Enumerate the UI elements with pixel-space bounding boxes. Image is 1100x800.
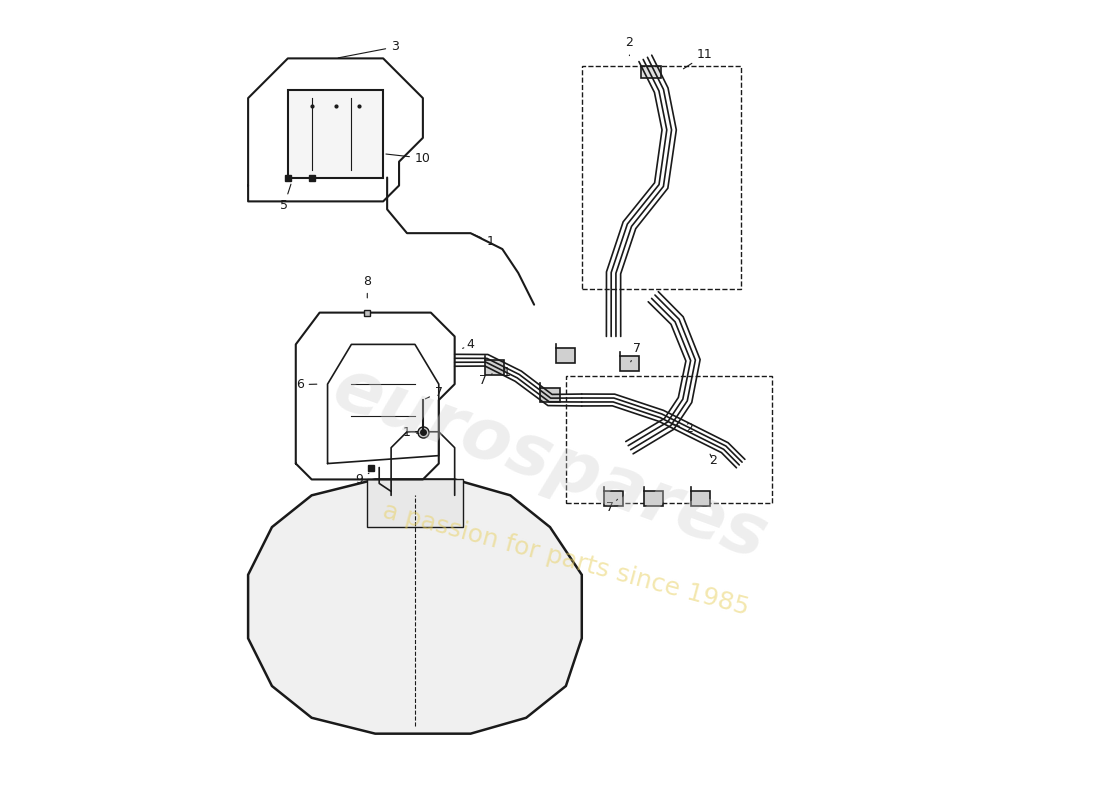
Text: 5: 5 — [279, 184, 290, 212]
Text: 4: 4 — [463, 338, 474, 351]
Bar — [582, 66, 740, 289]
Text: 7: 7 — [606, 499, 617, 514]
Bar — [604, 491, 623, 506]
Text: 10: 10 — [386, 152, 431, 165]
Bar — [692, 491, 711, 506]
Bar — [641, 66, 661, 78]
Text: 2: 2 — [626, 37, 634, 56]
Bar — [288, 90, 383, 178]
Text: 2: 2 — [672, 422, 693, 434]
Text: 1: 1 — [473, 234, 494, 248]
Text: a passion for parts since 1985: a passion for parts since 1985 — [381, 498, 751, 619]
Bar — [565, 376, 772, 503]
Text: 7: 7 — [478, 374, 492, 387]
Bar — [557, 348, 575, 362]
Text: 7: 7 — [630, 342, 641, 362]
Bar — [540, 388, 560, 402]
Text: 1: 1 — [403, 426, 419, 438]
Bar — [644, 491, 663, 506]
Bar — [620, 356, 639, 370]
Text: 11: 11 — [683, 48, 713, 69]
Text: 9: 9 — [355, 473, 368, 486]
Bar — [485, 360, 504, 374]
Text: eurospares: eurospares — [323, 353, 777, 574]
Bar — [367, 479, 463, 527]
Text: 1: 1 — [503, 366, 510, 379]
Text: 3: 3 — [338, 41, 399, 58]
Text: 8: 8 — [363, 275, 372, 298]
Text: 2: 2 — [708, 454, 717, 466]
Text: 7: 7 — [426, 386, 443, 399]
Polygon shape — [249, 479, 582, 734]
Text: 6: 6 — [296, 378, 317, 391]
